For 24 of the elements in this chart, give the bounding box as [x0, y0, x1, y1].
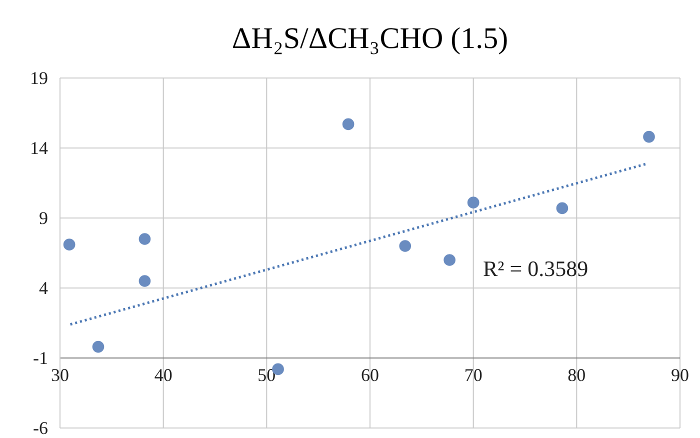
point	[556, 202, 568, 214]
y-tick-label: 4	[39, 278, 48, 298]
point	[643, 130, 655, 143]
y-tick-label: -6	[33, 418, 48, 438]
point	[138, 233, 151, 245]
point	[63, 238, 76, 251]
point	[92, 340, 104, 353]
point	[342, 118, 354, 130]
x-tick-label: 90	[671, 364, 689, 385]
point	[444, 254, 456, 266]
y-tick-label: 9	[39, 208, 48, 228]
chart-title: ΔH₂S/ΔCH₃CHO (1.5)	[232, 22, 508, 55]
y-tick-label: 14	[30, 138, 48, 158]
y-tick-label: 19	[30, 68, 48, 88]
x-tick-label: 40	[154, 364, 172, 385]
x-tick-label: 30	[51, 364, 69, 385]
point	[467, 196, 480, 209]
y-tick-label: -1	[33, 348, 48, 368]
point	[399, 240, 412, 252]
annotation: R² = 0.3589	[483, 256, 588, 281]
point	[138, 275, 151, 287]
x-tick-label: 80	[568, 364, 586, 385]
x-tick-label: 60	[361, 364, 379, 385]
x-tick-label: 70	[464, 364, 482, 385]
